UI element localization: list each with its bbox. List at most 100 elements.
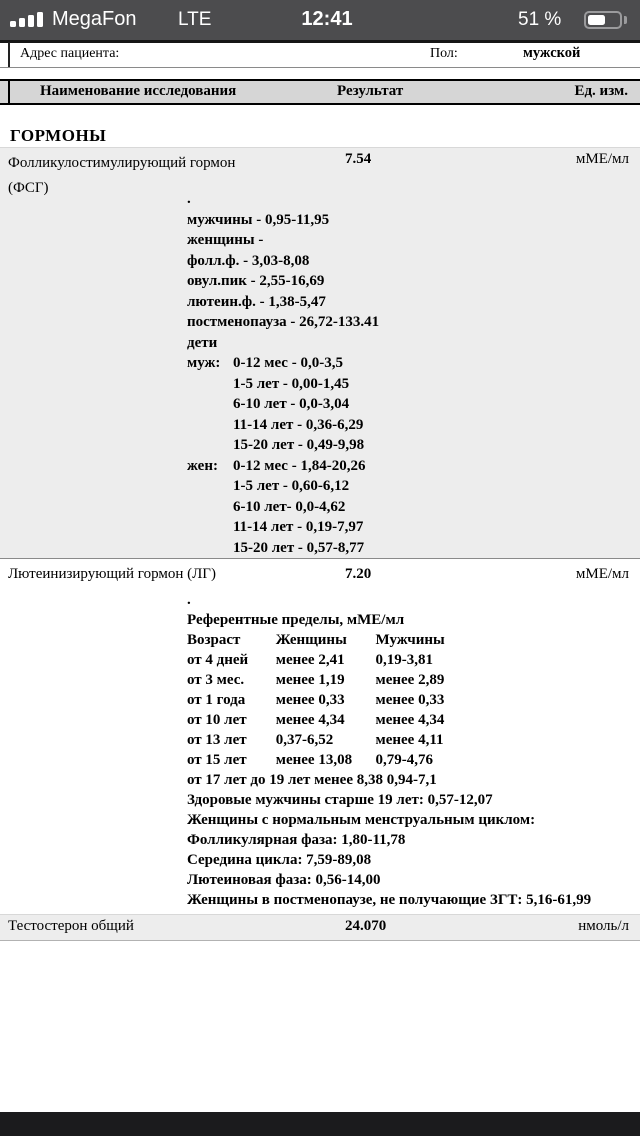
ref-women: менее 1,19 [275, 672, 345, 688]
ref-note: Женщины в постменопаузе, не получающие З… [187, 892, 592, 908]
ref-table-row: от 1 года менее 0,33 менее 0,33 [187, 690, 591, 710]
ref-men: менее 4,11 [375, 732, 444, 748]
ref-women: менее 4,34 [275, 712, 345, 728]
test-name-lh: Лютеинизирующий гормон (ЛГ) [8, 566, 216, 582]
patient-address-label: Адрес пациента: [20, 46, 120, 61]
test-name-line1: Фолликулостимулирующий гормон [8, 155, 236, 171]
ref-men: менее 2,89 [375, 672, 445, 688]
ref-note: Фолликулярная фаза: 1,80-11,78 [187, 832, 406, 848]
ref-line: 1-5 лет - 0,00-1,45 [233, 375, 350, 392]
column-header-result: Результат [337, 83, 404, 99]
ref-table-row: от 13 лет 0,37-6,52 менее 4,11 [187, 730, 591, 750]
ref-line: 1-5 лет - 0,60-6,12 [233, 478, 350, 494]
ref-note: от 17 лет до 19 лет менее 8,38 0,94-7,1 [187, 772, 437, 788]
ref-table-row: от 10 лет менее 4,34 менее 4,34 [187, 710, 591, 730]
ref-age: от 15 лет [187, 752, 247, 768]
ref-prefix: муж: [187, 355, 221, 371]
ref-line: постменопауза - 26,72-133.41 [187, 314, 380, 330]
signal-strength-icon [28, 15, 34, 27]
ref-age: от 3 мес. [187, 672, 245, 688]
test-name-fsh: Фолликулостимулирующий гормон (ФСГ) [8, 151, 338, 201]
ref-age: от 4 дней [187, 652, 249, 668]
ref-line: 6-10 лет- 0,0-4,62 [233, 498, 346, 515]
test-name-testosterone: Тестостерон общий [8, 918, 134, 934]
ref-table-row: от 3 мес. менее 1,19 менее 2,89 [187, 670, 591, 690]
sex-label: Пол: [430, 46, 458, 61]
address-bottom-rule [0, 67, 640, 68]
page-top-rule [0, 40, 640, 43]
status-bar: MegaFon LTE 12:41 51 % [0, 0, 640, 40]
ref-women: менее 2,41 [275, 652, 345, 668]
ref-line: фолл.ф. - 3,03-8,08 [187, 252, 310, 269]
network-type: LTE [178, 9, 212, 30]
header-band-border [8, 79, 10, 105]
lh-reference-ranges: . Референтные пределы, мМЕ/мл Возраст Же… [187, 590, 591, 910]
ref-line: женщины - [187, 232, 264, 248]
signal-strength-icon [10, 21, 16, 27]
ref-men: менее 0,33 [375, 692, 445, 708]
test-unit-fsh: мМЕ/мл [575, 151, 629, 167]
address-box-border [8, 42, 10, 68]
test-result-fsh: 7.54 [345, 151, 372, 167]
battery-fill [588, 15, 605, 25]
results-table-header: Наименование исследования Результат Ед. … [0, 79, 640, 105]
ref-men: менее 4,34 [375, 712, 445, 728]
ref-line-boys: муж: 0-12 мес - 0,0-3,5 [187, 353, 379, 374]
ref-line: . [187, 191, 191, 207]
ref-range: 0-12 мес - 1,84-20,26 [233, 457, 366, 474]
section-title-hormones: ГОРМОНЫ [10, 126, 107, 145]
ref-table-row: от 4 дней менее 2,41 0,19-3,81 [187, 650, 591, 670]
ref-women: менее 13,08 [275, 752, 353, 768]
ref-line-girls: жен: 0-12 мес - 1,84-20,26 [187, 456, 379, 477]
signal-strength-icon [37, 12, 43, 27]
table-row-fsh: Фолликулостимулирующий гормон (ФСГ) 7.54… [0, 147, 640, 559]
ref-col-women: Женщины [275, 632, 347, 648]
ref-prefix: жен: [187, 457, 218, 474]
ref-line: 6-10 лет - 0,0-3,04 [233, 396, 350, 412]
ref-age: от 1 года [187, 692, 246, 708]
ref-age: от 10 лет [187, 712, 247, 728]
ref-women: менее 0,33 [275, 692, 345, 708]
test-name-line2: (ФСГ) [8, 180, 49, 196]
ref-line: овул.пик - 2,55-16,69 [187, 273, 325, 289]
sex-value: мужской [523, 45, 581, 61]
ref-note: Здоровые мужчины старше 19 лет: 0,57-12,… [187, 792, 493, 808]
fsh-reference-ranges: . мужчины - 0,95-11,95 женщины - фолл.ф.… [187, 189, 379, 558]
ref-table-row: от 15 лет менее 13,08 0,79-4,76 [187, 750, 591, 770]
test-result-testosterone: 24.070 [345, 918, 387, 934]
ref-col-men: Мужчины [375, 632, 445, 648]
table-row-testosterone: Тестостерон общий 24.070 нмоль/л [0, 914, 640, 941]
ref-range: 0-12 мес - 0,0-3,5 [233, 355, 343, 371]
ref-line: 15-20 лет - 0,57-8,77 [233, 539, 365, 556]
ref-table-title: Референтные пределы, мМЕ/мл [187, 612, 405, 628]
ref-line: . [187, 592, 191, 608]
signal-strength-icon [19, 18, 25, 27]
carrier-name: MegaFon [52, 8, 137, 30]
document-scroll-area[interactable]: Адрес пациента: Пол: мужской Наименовани… [0, 40, 640, 1112]
ref-line: лютеин.ф. - 1,38-5,47 [187, 293, 326, 310]
ref-note: Лютеиновая фаза: 0,56-14,00 [187, 872, 381, 888]
ref-line: мужчины - 0,95-11,95 [187, 211, 330, 228]
ref-women: 0,37-6,52 [275, 732, 334, 748]
battery-nub [624, 16, 627, 24]
test-unit-lh: мМЕ/мл [575, 566, 629, 582]
ref-line: дети [187, 334, 218, 351]
ref-line: 11-14 лет - 0,19-7,97 [233, 519, 364, 535]
ref-line: 11-14 лет - 0,36-6,29 [233, 416, 364, 433]
status-clock: 12:41 [301, 8, 353, 30]
battery-percent: 51 % [518, 9, 562, 30]
ref-col-age: Возраст [187, 632, 241, 648]
ref-age: от 13 лет [187, 732, 247, 748]
column-header-test-name: Наименование исследования [40, 83, 237, 99]
column-header-units: Ед. изм. [574, 83, 628, 99]
test-unit-testosterone: нмоль/л [578, 918, 629, 934]
bottom-toolbar[interactable] [0, 1112, 640, 1136]
ref-men: 0,79-4,76 [375, 752, 434, 768]
ref-note: Середина цикла: 7,59-89,08 [187, 852, 372, 868]
ref-men: 0,19-3,81 [375, 652, 434, 668]
ref-line: 15-20 лет - 0,49-9,98 [233, 437, 365, 453]
test-result-lh: 7.20 [345, 566, 372, 582]
ref-note: Женщины с нормальным менструальным цикло… [187, 812, 536, 828]
ref-table-header: Возраст Женщины Мужчины [187, 630, 591, 650]
battery-icon [584, 11, 622, 29]
